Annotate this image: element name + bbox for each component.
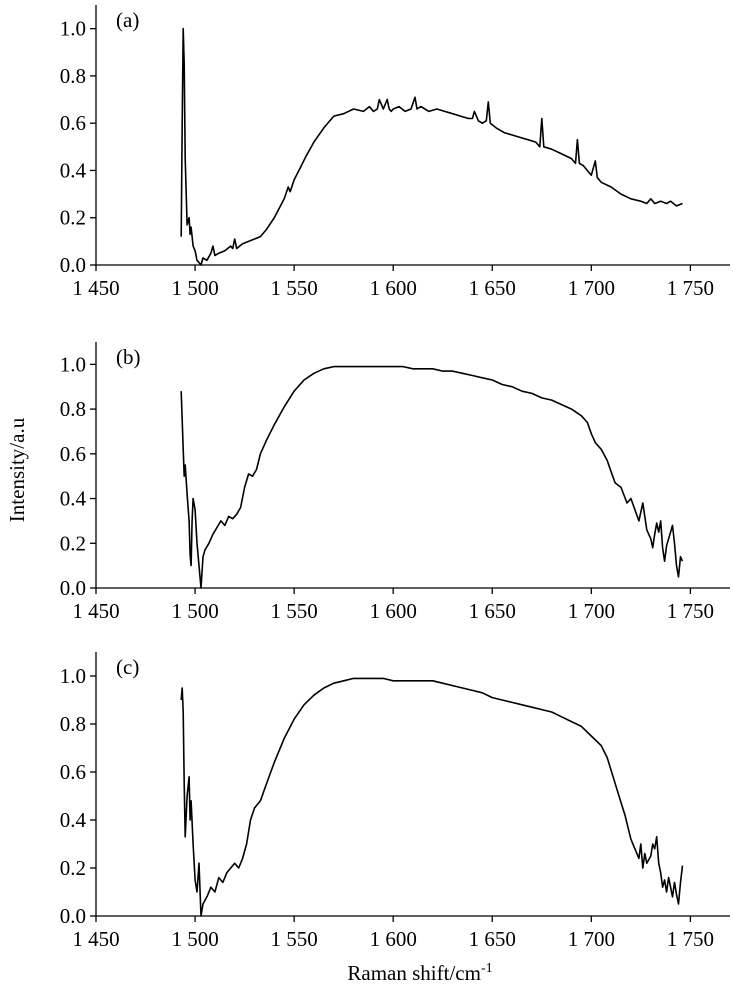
y-tick-label: 0.6 — [60, 442, 86, 466]
x-tick-label: 1 750 — [667, 599, 714, 623]
x-tick-label: 1 750 — [667, 927, 714, 951]
y-tick-label: 1.0 — [60, 352, 86, 376]
spectrum-line — [180, 365, 684, 589]
y-tick-label: 1.0 — [60, 664, 86, 688]
x-tick-label: 1 600 — [370, 927, 417, 951]
x-tick-label: 1 750 — [667, 276, 714, 300]
y-tick-label: 0.8 — [60, 712, 86, 736]
x-tick-label: 1 500 — [171, 276, 218, 300]
y-tick-label: 0.2 — [60, 206, 86, 230]
y-tick-label: 0.8 — [60, 397, 86, 421]
x-tick-label: 1 550 — [271, 599, 318, 623]
x-tick-label: 1 500 — [171, 927, 218, 951]
y-tick-label: 0.2 — [60, 531, 86, 555]
x-tick-label: 1 450 — [72, 599, 119, 623]
panels-group: 0.0 0.2 0.4 0.6 0.8 1.0 1 450 1 500 1 550 1 600 1 … — [60, 5, 730, 951]
y-tick-label: 1.0 — [60, 17, 86, 41]
x-tick-label: 1 450 — [72, 927, 119, 951]
y-tick-label: 0.4 — [60, 808, 87, 832]
panel-a: 0.0 0.2 0.4 0.6 0.8 1.0 1 450 1 500 1 550 1 600 1 … — [60, 5, 730, 300]
x-tick-label: 1 600 — [370, 599, 417, 623]
x-tick-label: 1 650 — [469, 927, 516, 951]
spectrum-line — [180, 27, 683, 266]
x-tick-label: 1 650 — [469, 599, 516, 623]
panel-b: 0.0 0.2 0.4 0.6 0.8 1.0 1 450 1 500 1 550 1 600 1 … — [60, 342, 730, 623]
x-tick-label: 1 700 — [568, 927, 615, 951]
y-tick-label: 0.0 — [60, 904, 86, 928]
y-tick-label: 0.6 — [60, 760, 86, 784]
x-tick-label: 1 550 — [271, 276, 318, 300]
x-tick-label: 1 700 — [568, 599, 615, 623]
y-tick-label: 0.4 — [60, 487, 87, 511]
x-tick-label: 1 600 — [370, 276, 417, 300]
y-tick-label: 0.8 — [60, 64, 86, 88]
y-tick-label: 0.2 — [60, 856, 86, 880]
panel-label: (c) — [116, 655, 139, 679]
y-tick-label: 0.6 — [60, 111, 86, 135]
panel-label: (b) — [116, 345, 141, 369]
x-axis-title-main: Raman shift/cm — [347, 961, 481, 985]
y-tick-label: 0.4 — [60, 158, 87, 182]
x-tick-label: 1 650 — [469, 276, 516, 300]
x-tick-label: 1 550 — [271, 927, 318, 951]
panel-label: (a) — [116, 8, 139, 32]
y-axis-title: Intensity/a.u — [5, 417, 29, 522]
x-axis-title: Raman shift/cm-1 — [347, 961, 492, 985]
y-tick-label: 0.0 — [60, 253, 86, 277]
y-tick-label: 0.0 — [60, 576, 86, 600]
x-tick-label: 1 450 — [72, 276, 119, 300]
panel-c: 0.0 0.2 0.4 0.6 0.8 1.0 1 450 1 500 1 550 1 600 1 … — [60, 652, 730, 951]
x-axis-title-superscript: -1 — [481, 961, 493, 976]
spectrum-line — [180, 677, 684, 917]
x-tick-label: 1 500 — [171, 599, 218, 623]
x-tick-label: 1 700 — [568, 276, 615, 300]
